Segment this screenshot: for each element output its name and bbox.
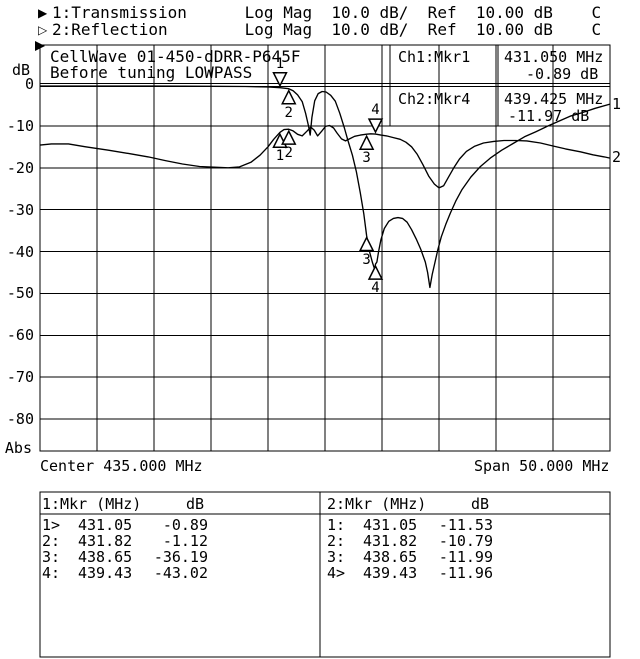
y-tick-label: -60 xyxy=(6,326,34,345)
span-label: Span 50.000 MHz xyxy=(474,457,610,475)
marker-row-left-4-freq: 439.43 xyxy=(78,564,133,582)
marker-1-4-symbol xyxy=(367,264,384,280)
marker-table-right-unit: dB xyxy=(471,495,490,513)
y-tick-label: -70 xyxy=(6,368,34,387)
marker-1-2-symbol xyxy=(281,89,297,105)
trace1-end-label: 1 xyxy=(612,95,622,113)
header-line-1: 1:Transmission Log Mag 10.0 dB/ Ref 10.0… xyxy=(52,3,602,22)
marker-row-left-1-num: 1> xyxy=(42,516,61,534)
marker-2-2-symbol xyxy=(281,129,297,145)
marker-1-3-symbol xyxy=(358,235,375,252)
ch1-marker-freq: 431.050 MHz xyxy=(504,48,604,66)
y-tick-label: -20 xyxy=(6,158,34,177)
device-title-line-1: CellWave 01-450-dDRR-P645F xyxy=(50,47,301,66)
marker-table-right-title: 2:Mkr (MHz) xyxy=(327,495,427,513)
marker-row-right-1-db: -11.53 xyxy=(438,516,493,534)
marker-row-right-2-db: -10.79 xyxy=(438,532,493,550)
device-title-line-2: Before tuning LOWPASS xyxy=(50,63,253,82)
y-tick-label: 0 xyxy=(24,75,34,93)
marker-row-right-4-db: -11.96 xyxy=(438,564,493,582)
marker-2-4-symbol xyxy=(367,118,384,134)
graticule-frame xyxy=(39,44,611,452)
ch1-marker-readout-label: Ch1:Mkr1 xyxy=(398,48,471,66)
header-line-2: 2:Reflection Log Mag 10.0 dB/ Ref 10.00 … xyxy=(52,20,602,39)
trace2-end-label: 2 xyxy=(612,148,622,166)
ch2-marker-freq: 439.425 MHz xyxy=(504,90,604,108)
marker-row-left-1-db: -0.89 xyxy=(162,516,208,534)
marker-row-right-4-num: 4> xyxy=(327,564,346,582)
marker-1-1-symbol xyxy=(272,71,288,88)
marker-row-left-1-freq: 431.05 xyxy=(78,516,133,534)
marker-table-left-unit: dB xyxy=(186,495,205,513)
marker-row-right-1-freq: 431.05 xyxy=(363,516,418,534)
marker-row-right-1-num: 1: xyxy=(327,516,346,534)
y-axis-unit-label: dB xyxy=(11,61,30,79)
trace2-inactive-bullet-icon: ▷ xyxy=(38,23,48,37)
marker-row-left-2-freq: 431.82 xyxy=(78,532,133,550)
marker-row-left-4-num: 4: xyxy=(42,564,61,582)
trace-2 xyxy=(39,124,611,189)
y-tick-label: -50 xyxy=(6,284,34,303)
marker-row-left-3-num: 3: xyxy=(42,548,61,566)
marker-row-left-4-db: -43.02 xyxy=(153,564,208,582)
trace-1 xyxy=(40,85,611,289)
marker-row-right-2-num: 2: xyxy=(327,532,346,550)
ref-level-arrow-icon xyxy=(35,41,45,51)
graticule-grid xyxy=(40,45,610,451)
marker-row-left-3-freq: 438.65 xyxy=(78,548,133,566)
marker-table-left-title: 1:Mkr (MHz) xyxy=(42,495,142,513)
ch2-marker-readout-label: Ch2:Mkr4 xyxy=(398,90,471,108)
y-tick-label: -10 xyxy=(6,116,34,135)
marker-2-3-symbol xyxy=(358,134,375,150)
y-axis-abs-label: Abs xyxy=(4,439,32,457)
marker-row-right-2-freq: 431.82 xyxy=(363,532,418,550)
marker-row-right-4-freq: 439.43 xyxy=(363,564,418,582)
y-tick-label: -80 xyxy=(6,410,34,428)
marker-row-right-3-freq: 438.65 xyxy=(363,548,418,566)
ch1-marker-level: -0.89 dB xyxy=(526,65,599,83)
marker-row-left-2-db: -1.12 xyxy=(162,532,208,550)
marker-table-frame xyxy=(39,491,611,658)
center-frequency-label: Center 435.000 MHz xyxy=(40,457,203,475)
ch2-marker-level: -11.97 dB xyxy=(508,107,590,125)
y-tick-label: -30 xyxy=(6,200,34,219)
marker-row-right-3-db: -11.99 xyxy=(438,548,493,566)
marker-row-left-2-num: 2: xyxy=(42,532,61,550)
marker-row-left-3-db: -36.19 xyxy=(153,548,208,566)
y-tick-label: -40 xyxy=(6,242,34,261)
trace1-active-bullet-icon: ▶ xyxy=(38,6,48,20)
marker-row-right-3-num: 3: xyxy=(327,548,346,566)
